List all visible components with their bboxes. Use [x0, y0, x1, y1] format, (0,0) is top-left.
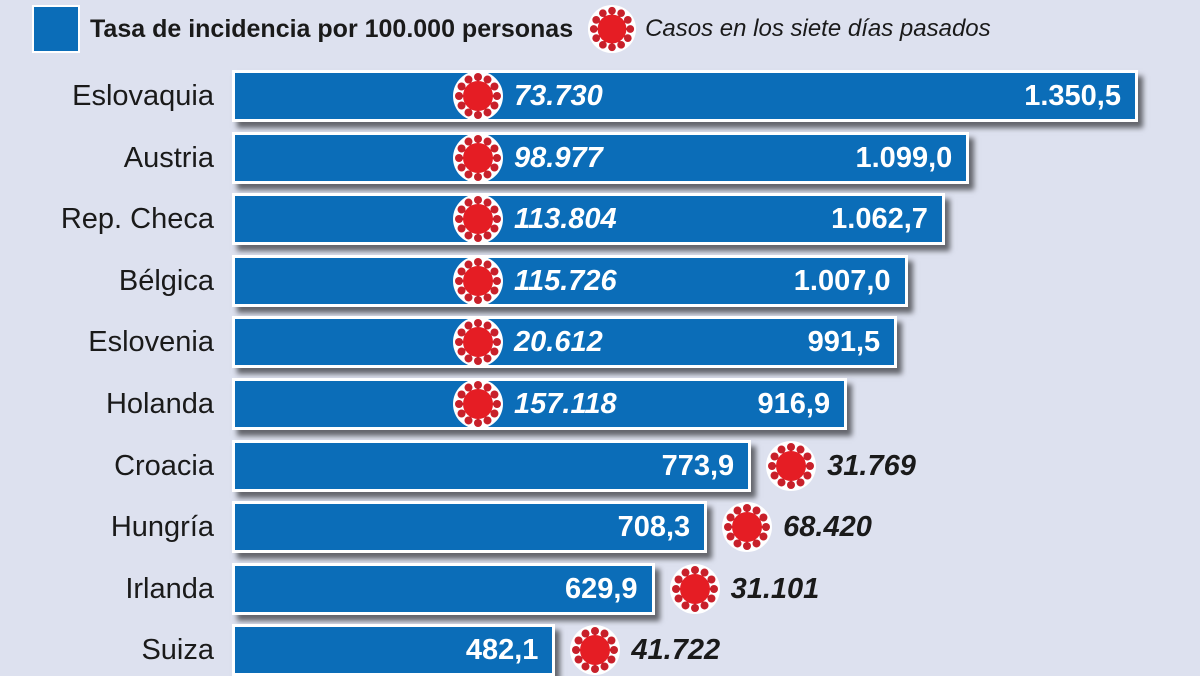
bar: 1.007,0 — [232, 254, 908, 307]
bar-value-label: 991,5 — [807, 326, 881, 359]
bar-row: Croacia 773,9 31.769 — [0, 439, 1200, 492]
bar-value-label: 773,9 — [661, 449, 735, 482]
legend-label-cases: Casos en los siete días pasados — [645, 15, 991, 42]
bar-row: Eslovaquia 1.350,5 73.730 — [0, 70, 1200, 122]
legend-label-incidence: Tasa de incidencia por 100.000 personas — [90, 14, 574, 43]
category-label: Holanda — [105, 388, 214, 420]
bar-value-label: 916,9 — [757, 388, 831, 420]
cases-label: 157.118 — [514, 388, 617, 420]
bar-row: Austria 1.099,0 98.977 — [0, 131, 1200, 184]
bar-row: Rep. Checa 1.062,7 113.804 — [0, 193, 1200, 246]
virus-icon — [588, 4, 637, 54]
bar: 629,9 — [232, 562, 655, 615]
bar-row: Suiza 482,1 41.722 — [0, 624, 1200, 676]
category-label: Rep. Checa — [60, 203, 214, 236]
bar: 1.350,5 — [232, 70, 1138, 122]
virus-icon — [453, 194, 503, 245]
bar: 1.099,0 — [232, 131, 970, 184]
category-label: Irlanda — [125, 572, 214, 605]
bar: 1.062,7 — [232, 193, 945, 246]
cases-label: 41.722 — [631, 634, 721, 667]
category-label: Eslovaquia — [72, 80, 214, 112]
virus-icon — [453, 379, 503, 429]
cases-label: 68.420 — [783, 511, 872, 544]
bar-row: Bélgica 1.007,0 115.726 — [0, 254, 1200, 307]
legend-swatch-incidence — [32, 5, 80, 53]
bar-row: Eslovenia 991,5 20.612 — [0, 316, 1200, 369]
cases-label: 73.730 — [514, 80, 603, 112]
category-label: Austria — [123, 141, 214, 174]
virus-icon — [669, 563, 720, 614]
category-label: Croacia — [114, 449, 214, 482]
bar-row: Hungría 708,3 68.420 — [0, 501, 1200, 554]
cases-label: 113.804 — [514, 203, 617, 236]
bar: 773,9 — [232, 439, 752, 492]
virus-icon — [453, 317, 503, 368]
legend: Tasa de incidencia por 100.000 personas … — [32, 4, 991, 54]
bar-value-label: 629,9 — [564, 572, 638, 605]
virus-icon — [453, 71, 503, 121]
bar-value-label: 1.062,7 — [831, 203, 928, 236]
bar-row: Irlanda 629,9 31.101 — [0, 562, 1200, 615]
bar: 708,3 — [232, 501, 708, 554]
cases-label: 31.101 — [730, 572, 820, 605]
bar-row: Holanda 916,9 157.118 — [0, 378, 1200, 430]
bar-value-label: 1.007,0 — [793, 264, 891, 297]
category-label: Eslovenia — [88, 326, 214, 359]
bar-value-label: 1.350,5 — [1024, 80, 1121, 112]
category-label: Bélgica — [118, 264, 214, 297]
bar-value-label: 482,1 — [465, 634, 539, 667]
cases-label: 98.977 — [514, 141, 603, 174]
cases-label: 31.769 — [827, 449, 916, 482]
category-label: Hungría — [110, 511, 214, 544]
virus-icon — [766, 440, 817, 491]
bar: 482,1 — [232, 624, 556, 676]
cases-label: 115.726 — [514, 264, 617, 297]
bar-value-label: 1.099,0 — [855, 141, 953, 174]
virus-icon — [453, 255, 503, 306]
cases-label: 20.612 — [514, 326, 603, 359]
category-label: Suiza — [141, 634, 214, 667]
bar-value-label: 708,3 — [617, 511, 691, 544]
bar: 991,5 — [232, 316, 898, 369]
virus-icon — [453, 132, 503, 183]
virus-icon — [722, 502, 773, 553]
virus-icon — [570, 625, 621, 676]
bar: 916,9 — [232, 378, 848, 430]
